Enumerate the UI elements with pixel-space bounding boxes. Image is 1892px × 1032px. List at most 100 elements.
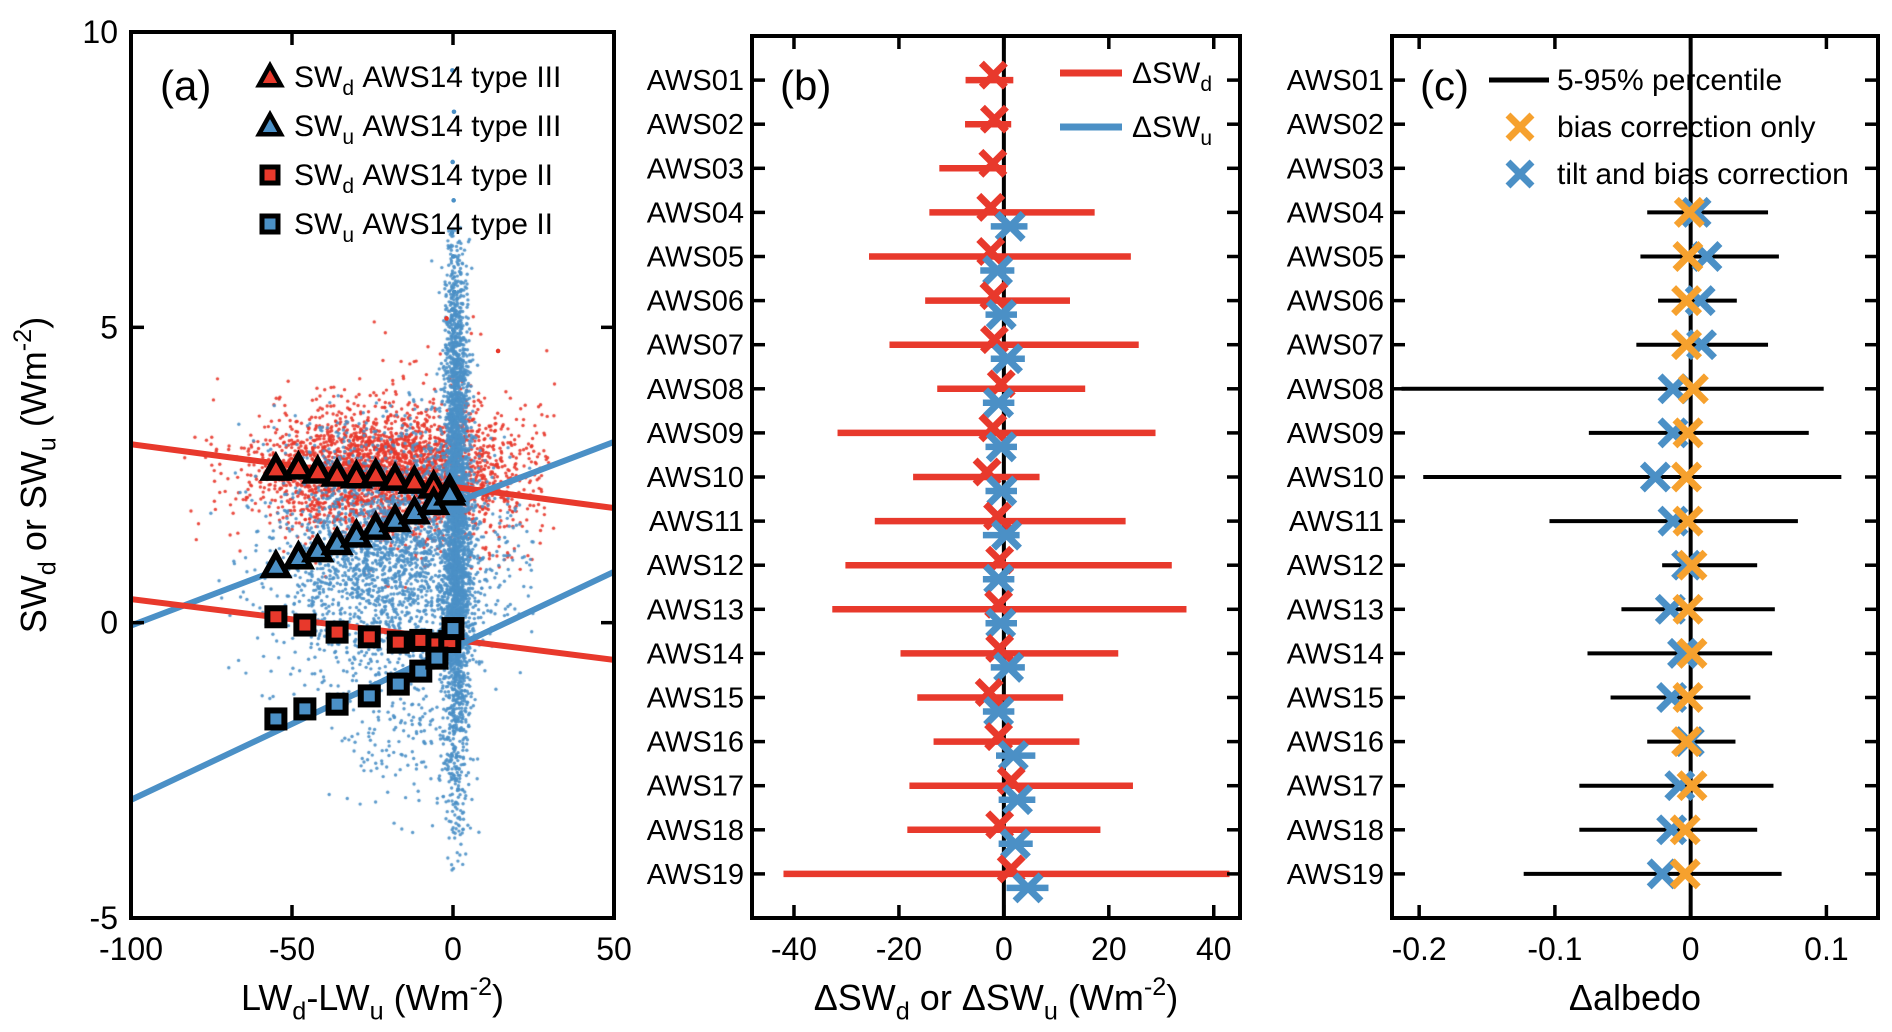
swd-type2-bins-marker <box>386 630 410 654</box>
bias-only-marker <box>1673 196 1705 228</box>
panel-b-x-axis-label: ΔSWd or ΔSWu (Wm-2) <box>814 973 1179 1025</box>
panel-a-y-axis-label: SWd or SWu (Wm-2) <box>9 317 61 633</box>
station-label: AWS13 <box>1287 594 1384 626</box>
delta-swu-marker <box>986 475 1018 507</box>
delta-swu-marker <box>997 740 1029 772</box>
station-label: AWS19 <box>647 859 744 891</box>
station-label: AWS19 <box>1287 859 1384 891</box>
legend-red-square-icon <box>259 164 281 186</box>
station-label: AWS01 <box>1287 65 1384 97</box>
swd-high-outliers <box>444 316 449 321</box>
legend-label: 5-95% percentile <box>1557 64 1782 97</box>
swu-high-outliers <box>451 198 456 203</box>
x-tick-label: 50 <box>596 931 632 967</box>
station-label: AWS18 <box>1287 815 1384 847</box>
legend-label: SWu AWS14 type III <box>294 110 561 149</box>
station-label: AWS17 <box>647 771 744 803</box>
station-label: AWS09 <box>1287 418 1384 450</box>
bias-only-marker <box>1671 285 1703 317</box>
legend-orange-x-icon <box>1505 112 1535 142</box>
swu-type2-bins-marker <box>325 692 349 716</box>
delta-swu-marker <box>983 696 1015 727</box>
x-tick-label: -40 <box>771 931 817 967</box>
panel-c-legend: 5-95% percentile bias correction only tilt… <box>1489 64 1849 191</box>
bias-only-marker <box>1676 549 1708 581</box>
tilt-bias-marker <box>1680 196 1712 228</box>
x-tick-label: 0 <box>444 931 462 967</box>
delta-swu-marker <box>985 607 1017 639</box>
legend-label: ΔSWu <box>1132 111 1212 150</box>
bias-only-marker <box>1677 373 1709 405</box>
swd-type3-bins-marker <box>397 463 432 494</box>
delta-swd-marker <box>979 325 1009 355</box>
station-label: AWS15 <box>647 683 744 715</box>
station-label: AWS17 <box>1287 771 1384 803</box>
legend-label: tilt and bias correction <box>1557 158 1849 191</box>
delta-swd-marker <box>979 281 1009 311</box>
station-label: AWS11 <box>1289 506 1384 538</box>
delta-swd-marker <box>978 148 1008 178</box>
station-label: AWS03 <box>1287 153 1384 185</box>
bias-only-marker <box>1671 461 1703 493</box>
panel-a-plot-area <box>131 68 614 803</box>
station-label: AWS06 <box>1287 286 1384 318</box>
y-tick-label: 5 <box>100 309 118 345</box>
swd-type3-bins-marker <box>320 456 354 487</box>
delta-swu-marker <box>983 563 1015 595</box>
swu-type3-bins-marker <box>259 548 293 579</box>
legend-red-triangle-icon <box>255 60 285 88</box>
bias-only-marker <box>1672 682 1704 713</box>
swd-type3-bins-marker <box>359 456 393 487</box>
y-tick-label: -5 <box>90 900 118 936</box>
swu-high-outliers <box>450 68 455 73</box>
station-label: AWS05 <box>647 242 744 274</box>
panel-a-letter: (a) <box>160 62 211 109</box>
bias-only-marker <box>1672 417 1704 449</box>
bias-only-marker <box>1669 858 1701 890</box>
x-tick-label: -50 <box>269 931 315 967</box>
station-label: AWS13 <box>647 594 744 626</box>
swd-type2-bins-marker <box>357 625 381 649</box>
x-tick-label: -100 <box>99 931 163 967</box>
swu-type2-bins-marker <box>441 617 465 641</box>
delta-swd-marker <box>979 104 1009 134</box>
x-tick-label: -0.1 <box>1527 931 1582 967</box>
swu-high-outliers <box>451 109 457 115</box>
tilt-bias-marker <box>1671 549 1703 581</box>
x-tick-label: 40 <box>1196 931 1232 967</box>
swu-type2-bins-marker <box>293 697 317 721</box>
station-label: AWS02 <box>1287 109 1384 141</box>
delta-swu-marker <box>1012 872 1044 904</box>
swu-high-outliers <box>451 327 456 333</box>
station-label: AWS14 <box>647 638 744 670</box>
swd-type3-bins-marker <box>301 453 335 484</box>
panel-b: -40 -20 0 20 40 AWS01 AWS02 AWS03 AWS04 AWS05 AWS0… <box>647 34 1242 1025</box>
bias-only-marker <box>1672 241 1704 272</box>
legend-blue-triangle-icon <box>255 109 285 137</box>
delta-swu-marker <box>993 651 1025 683</box>
legend-blue-square-icon <box>259 213 281 235</box>
station-label: AWS08 <box>647 374 744 406</box>
station-label: AWS10 <box>1287 462 1384 494</box>
delta-swu-marker <box>982 255 1014 286</box>
tilt-bias-marker <box>1646 858 1678 890</box>
station-label: AWS14 <box>1287 638 1384 670</box>
station-label: AWS04 <box>647 197 744 229</box>
delta-swu-marker <box>983 387 1015 419</box>
swu-type3-bins-marker <box>433 475 467 506</box>
panel-c-letter: (c) <box>1420 62 1469 109</box>
y-tick-label: 10 <box>82 14 118 50</box>
station-label: AWS03 <box>647 153 744 185</box>
swd-type2-bins-marker <box>293 613 317 637</box>
legend-blue-x-icon <box>1505 159 1535 189</box>
delta-swu-marker <box>985 431 1017 463</box>
delta-swd-marker <box>978 60 1008 90</box>
x-tick-label: -0.2 <box>1392 931 1447 967</box>
tilt-bias-marker <box>1639 461 1671 493</box>
swd-type3-bins-marker <box>281 449 316 480</box>
station-label: AWS11 <box>649 506 744 538</box>
swu-type2-bins-marker <box>386 672 410 696</box>
